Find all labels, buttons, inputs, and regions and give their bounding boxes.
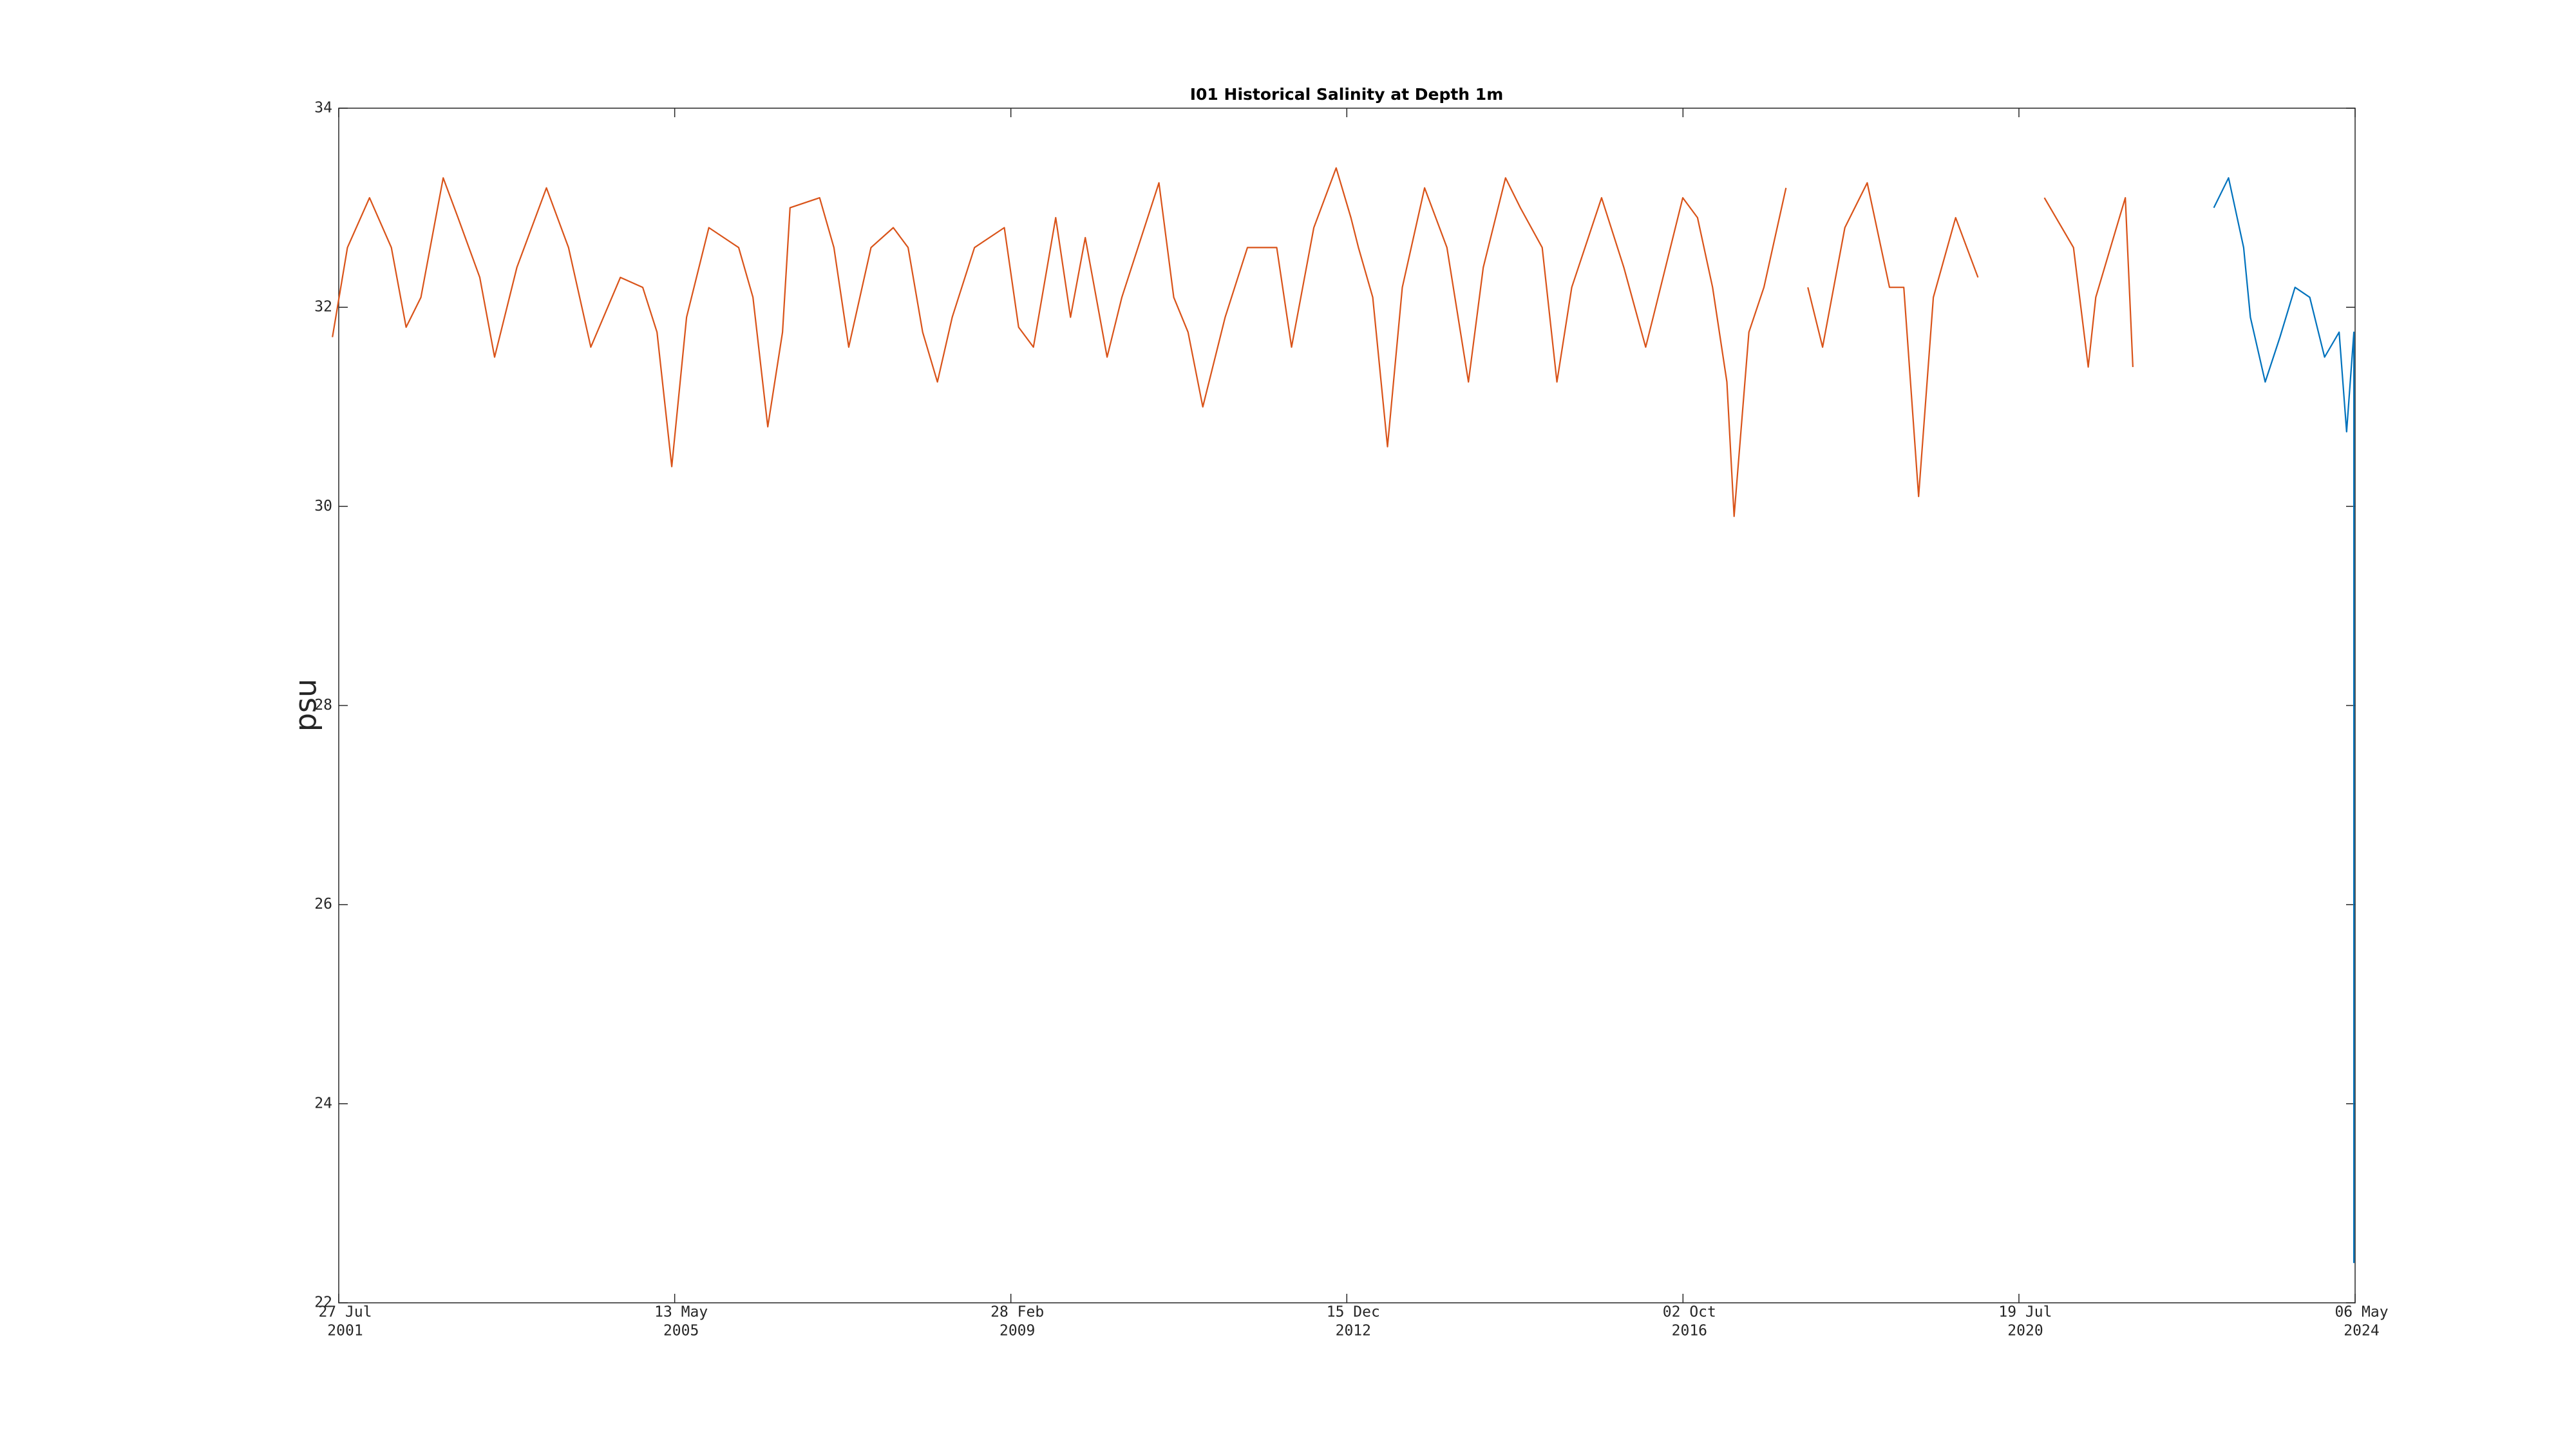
x-tick-label: 2005 xyxy=(663,1323,699,1340)
y-axis-label: psu xyxy=(289,679,323,732)
x-tick-label: 15 Dec xyxy=(1327,1304,1380,1321)
y-tick-label: 24 xyxy=(314,1095,332,1112)
y-tick-label: 32 xyxy=(314,299,332,316)
x-tick-label: 2012 xyxy=(1336,1323,1371,1340)
x-tick-label: 19 Jul xyxy=(1998,1304,2052,1321)
y-tick-label: 30 xyxy=(314,498,332,515)
x-tick-label: 27 Jul xyxy=(318,1304,372,1321)
series-line xyxy=(2213,177,2355,1264)
y-tick-label: 34 xyxy=(314,100,332,117)
x-tick-label: 2016 xyxy=(1672,1323,1707,1340)
x-tick-label: 02 Oct xyxy=(1663,1304,1716,1321)
x-tick-label: 2020 xyxy=(2007,1323,2043,1340)
chart-title: I01 Historical Salinity at Depth 1m xyxy=(1190,85,1504,104)
y-tick-label: 26 xyxy=(314,896,332,913)
y-tick-label: 22 xyxy=(314,1294,332,1311)
y-tick-label: 28 xyxy=(314,697,332,714)
x-tick-label: 2001 xyxy=(327,1323,363,1340)
x-tick-label: 2024 xyxy=(2344,1323,2379,1340)
x-tick-label: 06 May xyxy=(2334,1304,2388,1321)
series-line xyxy=(332,167,2134,517)
x-tick-label: 2009 xyxy=(999,1323,1035,1340)
x-tick-label: 13 May xyxy=(654,1304,708,1321)
x-tick-label: 28 Feb xyxy=(990,1304,1044,1321)
